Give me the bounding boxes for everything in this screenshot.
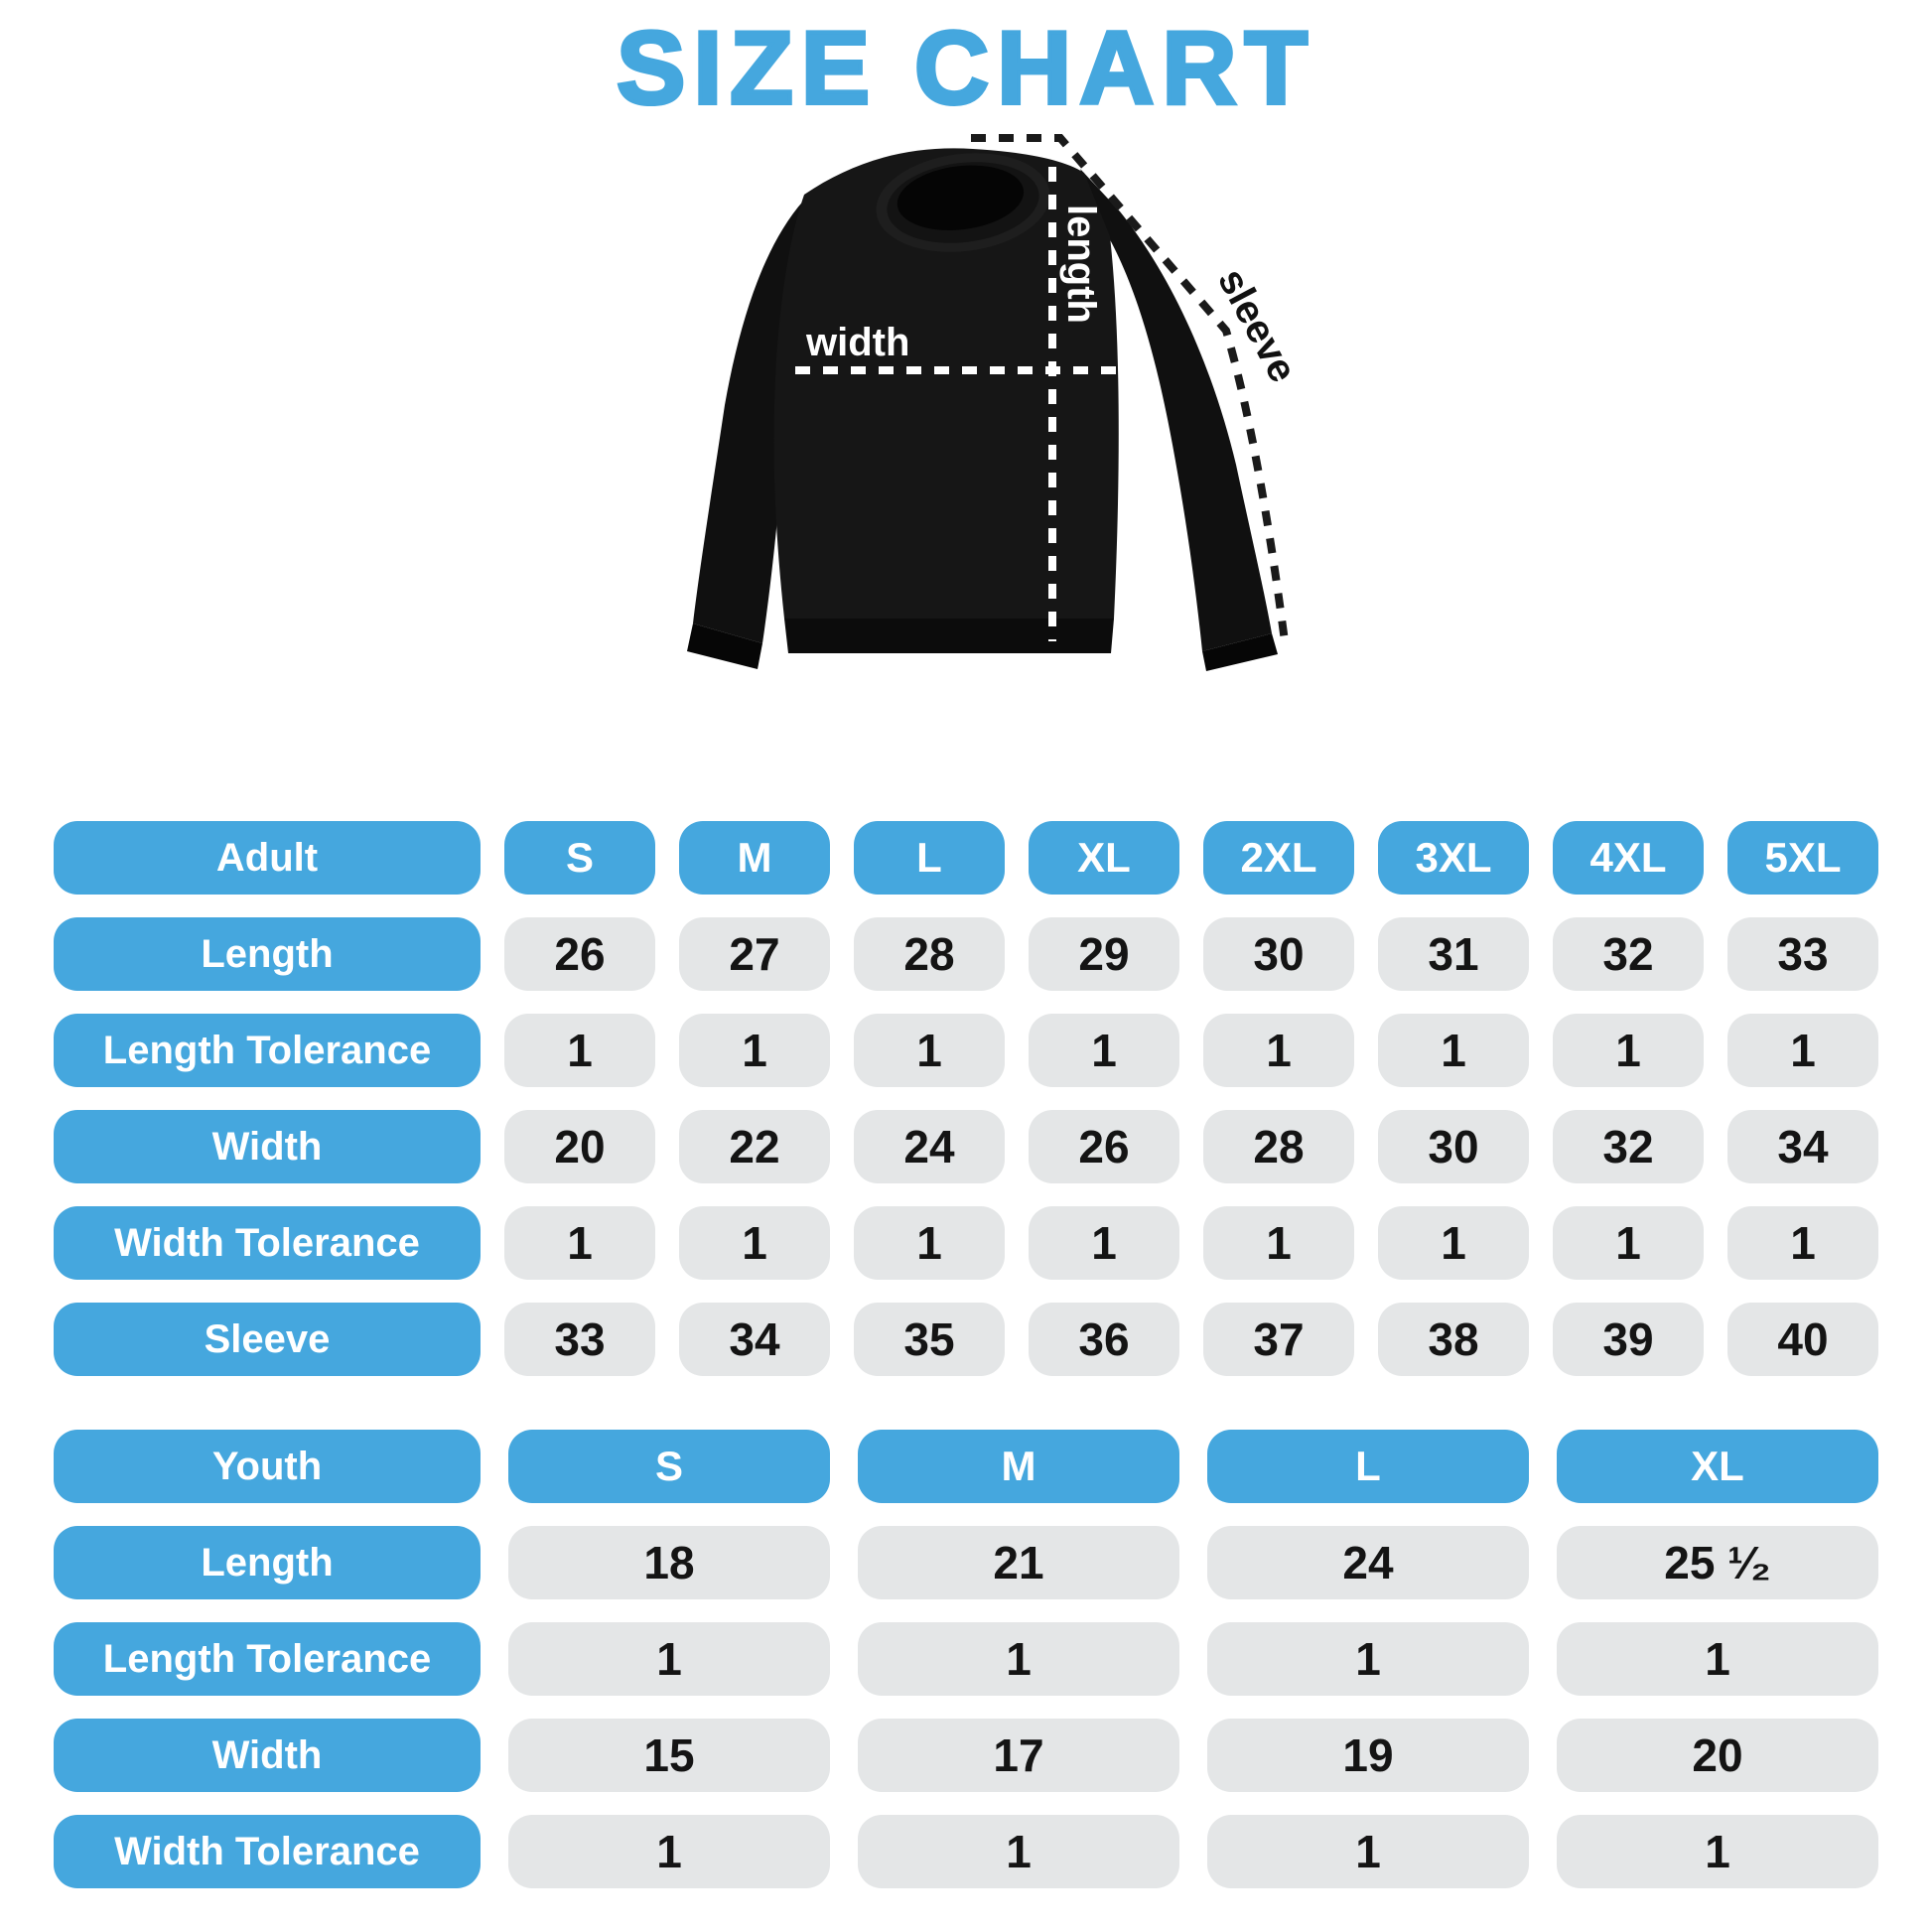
size-header-cell: 3XL bbox=[1378, 821, 1529, 895]
value-cell: 1 bbox=[1203, 1014, 1354, 1087]
value-cell: 1 bbox=[679, 1206, 830, 1280]
sleeve-measure-line bbox=[971, 134, 1289, 642]
value-cell: 38 bbox=[1378, 1303, 1529, 1376]
size-header-cell: S bbox=[504, 821, 655, 895]
value-cell: 18 bbox=[508, 1526, 830, 1599]
width-label: width bbox=[805, 321, 909, 364]
value-cell: 27 bbox=[679, 917, 830, 991]
value-cell: 20 bbox=[504, 1110, 655, 1183]
value-cell: 1 bbox=[508, 1815, 830, 1888]
value-cell: 34 bbox=[679, 1303, 830, 1376]
size-header-cell: M bbox=[858, 1430, 1179, 1503]
sweatshirt-measurement-diagram: width length sleeve bbox=[687, 134, 1305, 671]
size-header-cell: M bbox=[679, 821, 830, 895]
value-cell: 33 bbox=[1727, 917, 1878, 991]
hem-band bbox=[784, 619, 1114, 653]
right-sleeve bbox=[1080, 169, 1272, 651]
row-label: Width bbox=[54, 1719, 481, 1792]
value-cell: 1 bbox=[508, 1622, 830, 1696]
value-cell: 25 ¹⁄₂ bbox=[1557, 1526, 1878, 1599]
value-cell: 17 bbox=[858, 1719, 1179, 1792]
size-header-cell: L bbox=[854, 821, 1005, 895]
value-cell: 28 bbox=[1203, 1110, 1354, 1183]
value-cell: 33 bbox=[504, 1303, 655, 1376]
length-label: length bbox=[1059, 205, 1103, 324]
value-cell: 31 bbox=[1378, 917, 1529, 991]
value-cell: 1 bbox=[1203, 1206, 1354, 1280]
value-cell: 1 bbox=[679, 1014, 830, 1087]
value-cell: 24 bbox=[854, 1110, 1005, 1183]
value-cell: 1 bbox=[1029, 1014, 1179, 1087]
page-title: SIZE CHART bbox=[615, 9, 1315, 128]
value-cell: 1 bbox=[1207, 1815, 1529, 1888]
value-cell: 26 bbox=[1029, 1110, 1179, 1183]
value-cell: 1 bbox=[1207, 1622, 1529, 1696]
value-cell: 37 bbox=[1203, 1303, 1354, 1376]
value-cell: 40 bbox=[1727, 1303, 1878, 1376]
value-cell: 1 bbox=[1029, 1206, 1179, 1280]
left-cuff bbox=[687, 623, 762, 669]
table-title-cell: Adult bbox=[54, 821, 481, 895]
sweatshirt-body bbox=[773, 148, 1119, 619]
value-cell: 36 bbox=[1029, 1303, 1179, 1376]
value-cell: 1 bbox=[1557, 1622, 1878, 1696]
value-cell: 39 bbox=[1553, 1303, 1704, 1376]
value-cell: 1 bbox=[858, 1622, 1179, 1696]
value-cell: 1 bbox=[1378, 1206, 1529, 1280]
value-cell: 1 bbox=[854, 1206, 1005, 1280]
value-cell: 21 bbox=[858, 1526, 1179, 1599]
row-label: Length Tolerance bbox=[54, 1622, 481, 1696]
table-title-cell: Youth bbox=[54, 1430, 481, 1503]
value-cell: 35 bbox=[854, 1303, 1005, 1376]
value-cell: 1 bbox=[504, 1014, 655, 1087]
value-cell: 32 bbox=[1553, 917, 1704, 991]
value-cell: 22 bbox=[679, 1110, 830, 1183]
size-header-cell: 4XL bbox=[1553, 821, 1704, 895]
value-cell: 30 bbox=[1203, 917, 1354, 991]
value-cell: 1 bbox=[858, 1815, 1179, 1888]
value-cell: 24 bbox=[1207, 1526, 1529, 1599]
row-label: Length bbox=[54, 917, 481, 991]
value-cell: 29 bbox=[1029, 917, 1179, 991]
collar bbox=[876, 153, 1050, 252]
value-cell: 26 bbox=[504, 917, 655, 991]
size-header-cell: XL bbox=[1557, 1430, 1878, 1503]
value-cell: 1 bbox=[1727, 1206, 1878, 1280]
row-label: Length bbox=[54, 1526, 481, 1599]
value-cell: 28 bbox=[854, 917, 1005, 991]
value-cell: 19 bbox=[1207, 1719, 1529, 1792]
youth-size-table: Youth S M L XL Length 18 21 24 25 ¹⁄₂ Length Toler… bbox=[54, 1430, 1878, 1888]
row-label: Length Tolerance bbox=[54, 1014, 481, 1087]
value-cell: 15 bbox=[508, 1719, 830, 1792]
size-header-cell: 5XL bbox=[1727, 821, 1878, 895]
row-label: Width Tolerance bbox=[54, 1815, 481, 1888]
value-cell: 1 bbox=[854, 1014, 1005, 1087]
value-cell: 1 bbox=[504, 1206, 655, 1280]
value-cell: 1 bbox=[1553, 1014, 1704, 1087]
value-cell: 1 bbox=[1727, 1014, 1878, 1087]
value-cell: 32 bbox=[1553, 1110, 1704, 1183]
value-cell: 1 bbox=[1553, 1206, 1704, 1280]
value-cell: 20 bbox=[1557, 1719, 1878, 1792]
size-header-cell: XL bbox=[1029, 821, 1179, 895]
value-cell: 34 bbox=[1727, 1110, 1878, 1183]
adult-size-table: Adult S M L XL 2XL 3XL 4XL 5XL Length 26 27 28 29 30 31… bbox=[54, 821, 1878, 1376]
value-cell: 1 bbox=[1557, 1815, 1878, 1888]
size-header-cell: S bbox=[508, 1430, 830, 1503]
value-cell: 30 bbox=[1378, 1110, 1529, 1183]
value-cell: 1 bbox=[1378, 1014, 1529, 1087]
row-label: Width Tolerance bbox=[54, 1206, 481, 1280]
row-label: Width bbox=[54, 1110, 481, 1183]
row-label: Sleeve bbox=[54, 1303, 481, 1376]
size-header-cell: 2XL bbox=[1203, 821, 1354, 895]
right-cuff bbox=[1202, 633, 1278, 671]
size-header-cell: L bbox=[1207, 1430, 1529, 1503]
